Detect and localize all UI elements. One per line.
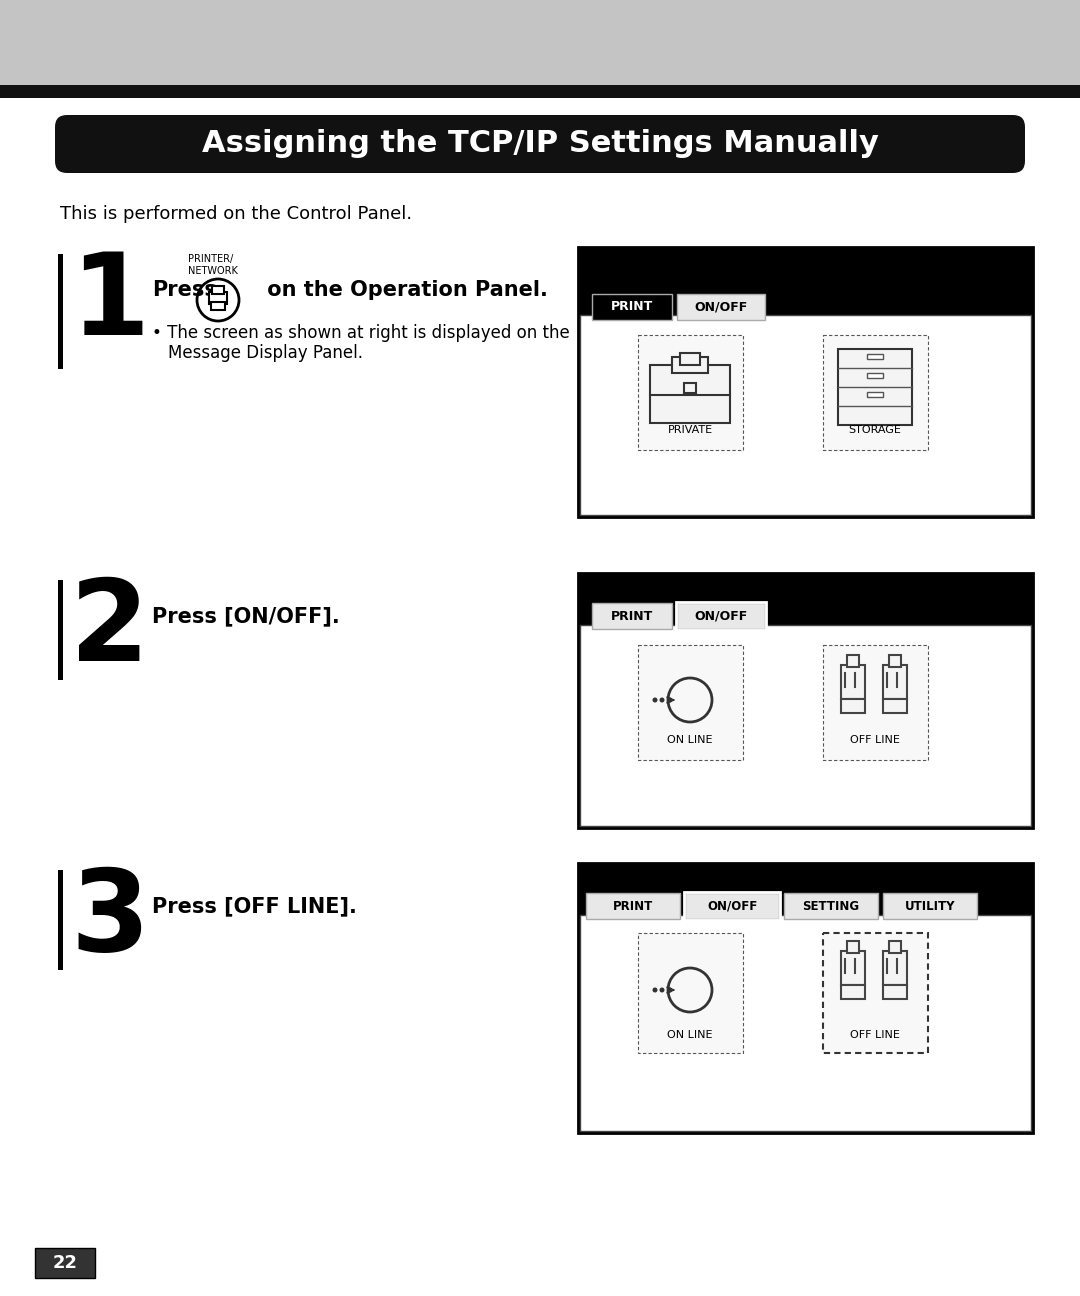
Bar bbox=[784, 893, 878, 919]
Bar bbox=[580, 915, 1031, 1131]
Text: OFF LINE: OFF LINE bbox=[850, 735, 900, 745]
Bar bbox=[883, 699, 907, 713]
Bar bbox=[35, 1248, 95, 1278]
Bar bbox=[58, 870, 63, 969]
Bar bbox=[841, 699, 865, 713]
Text: Message Display Panel.: Message Display Panel. bbox=[168, 343, 363, 362]
Bar bbox=[578, 248, 1032, 517]
Bar bbox=[841, 951, 865, 985]
Bar bbox=[638, 933, 743, 1052]
Bar bbox=[883, 665, 907, 699]
Bar bbox=[578, 573, 1032, 828]
Text: Assigning the TCP/IP Settings Manually: Assigning the TCP/IP Settings Manually bbox=[202, 130, 878, 158]
Bar bbox=[677, 294, 765, 320]
Bar bbox=[212, 286, 224, 294]
Bar bbox=[685, 893, 779, 919]
Text: ON LINE: ON LINE bbox=[667, 1030, 713, 1039]
Text: STORAGE: STORAGE bbox=[849, 425, 902, 435]
Text: ON LINE: ON LINE bbox=[667, 735, 713, 745]
Bar bbox=[841, 985, 865, 999]
Bar bbox=[211, 302, 225, 310]
Text: 2: 2 bbox=[70, 574, 149, 686]
Circle shape bbox=[652, 988, 658, 993]
Circle shape bbox=[660, 988, 664, 993]
Circle shape bbox=[660, 697, 664, 702]
Bar bbox=[847, 654, 859, 667]
Text: Press [ON/OFF].: Press [ON/OFF]. bbox=[152, 607, 340, 626]
Bar bbox=[638, 645, 743, 759]
Text: PRINT: PRINT bbox=[612, 899, 653, 912]
Bar bbox=[838, 349, 912, 425]
Text: on the Operation Panel.: on the Operation Panel. bbox=[260, 280, 548, 299]
Circle shape bbox=[667, 988, 673, 993]
Bar bbox=[580, 315, 1031, 515]
Text: Press [OFF LINE].: Press [OFF LINE]. bbox=[152, 896, 356, 916]
Text: • The screen as shown at right is displayed on the: • The screen as shown at right is displa… bbox=[152, 324, 570, 342]
Bar bbox=[867, 354, 883, 359]
Bar bbox=[841, 665, 865, 699]
Bar bbox=[684, 892, 780, 920]
Bar bbox=[883, 893, 977, 919]
Text: 3: 3 bbox=[70, 864, 149, 975]
Text: 22: 22 bbox=[53, 1255, 78, 1271]
Bar bbox=[823, 933, 928, 1052]
Bar bbox=[592, 294, 672, 320]
Text: Press: Press bbox=[152, 280, 217, 299]
Bar bbox=[58, 254, 63, 369]
Text: PRIVATE: PRIVATE bbox=[667, 425, 713, 435]
Text: SETTING: SETTING bbox=[802, 899, 860, 912]
Bar bbox=[883, 951, 907, 985]
Text: ON/OFF: ON/OFF bbox=[694, 301, 747, 314]
Bar bbox=[680, 353, 700, 365]
Circle shape bbox=[667, 697, 673, 702]
Bar bbox=[867, 373, 883, 378]
Bar bbox=[889, 654, 901, 667]
Text: 1: 1 bbox=[70, 248, 149, 359]
Bar bbox=[592, 603, 672, 629]
Text: ON/OFF: ON/OFF bbox=[694, 609, 747, 622]
Circle shape bbox=[652, 697, 658, 702]
Text: PRINT: PRINT bbox=[611, 301, 653, 314]
Text: ON/OFF: ON/OFF bbox=[707, 899, 757, 912]
Bar bbox=[889, 941, 901, 953]
Bar bbox=[684, 384, 696, 393]
Text: OFF LINE: OFF LINE bbox=[850, 1030, 900, 1039]
Bar bbox=[578, 863, 1032, 1133]
Bar bbox=[586, 893, 680, 919]
Bar bbox=[823, 645, 928, 759]
Bar bbox=[677, 603, 765, 629]
Bar bbox=[0, 86, 1080, 98]
Bar bbox=[676, 603, 766, 630]
Bar bbox=[638, 334, 743, 450]
Bar bbox=[823, 334, 928, 450]
Bar bbox=[672, 356, 708, 373]
Text: UTILITY: UTILITY bbox=[905, 899, 955, 912]
Bar bbox=[580, 625, 1031, 826]
FancyBboxPatch shape bbox=[55, 115, 1025, 172]
Bar bbox=[210, 292, 227, 305]
Bar bbox=[650, 365, 730, 422]
Text: This is performed on the Control Panel.: This is performed on the Control Panel. bbox=[60, 205, 413, 223]
Text: PRINT: PRINT bbox=[611, 609, 653, 622]
Bar bbox=[867, 391, 883, 397]
Bar bbox=[847, 941, 859, 953]
Bar bbox=[58, 581, 63, 680]
Text: PRINTER/
NETWORK: PRINTER/ NETWORK bbox=[188, 254, 238, 276]
Bar bbox=[0, 0, 1080, 86]
Bar bbox=[883, 985, 907, 999]
